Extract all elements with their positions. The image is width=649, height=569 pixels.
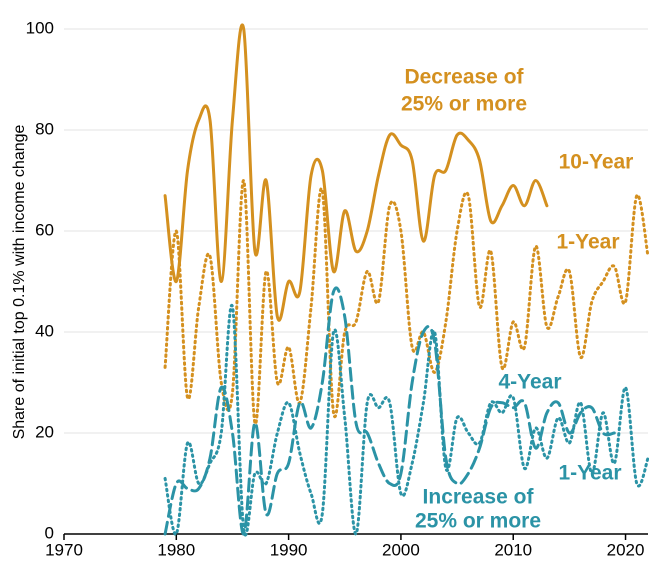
y-axis-label: Share of initial top 0.1% with income ch… xyxy=(11,124,28,439)
y-tick-label: 80 xyxy=(35,119,54,138)
annotation: Decrease of xyxy=(404,66,524,89)
x-tick-label: 2020 xyxy=(607,540,645,559)
series-label: 1-Year xyxy=(556,231,619,254)
y-tick-label: 20 xyxy=(35,422,54,441)
series-label: 1-Year xyxy=(558,462,621,485)
y-tick-label: 40 xyxy=(35,321,54,340)
x-tick-label: 1970 xyxy=(45,540,83,559)
x-tick-label: 1980 xyxy=(157,540,195,559)
annotation: 25% or more xyxy=(401,93,527,116)
series-line xyxy=(163,303,649,537)
y-tick-label: 60 xyxy=(35,220,54,239)
series-line xyxy=(163,178,649,426)
series-line xyxy=(163,23,549,322)
annotation: Increase of xyxy=(423,486,535,509)
x-tick-label: 2010 xyxy=(494,540,532,559)
series-label: 10-Year xyxy=(559,151,634,174)
series-label: 4-Year xyxy=(498,371,561,394)
annotation: 25% or more xyxy=(415,510,541,533)
y-tick-label: 100 xyxy=(26,18,54,37)
y-tick-label: 0 xyxy=(45,523,54,542)
x-tick-label: 2000 xyxy=(382,540,420,559)
series-line xyxy=(163,286,616,536)
x-tick-label: 1990 xyxy=(270,540,308,559)
